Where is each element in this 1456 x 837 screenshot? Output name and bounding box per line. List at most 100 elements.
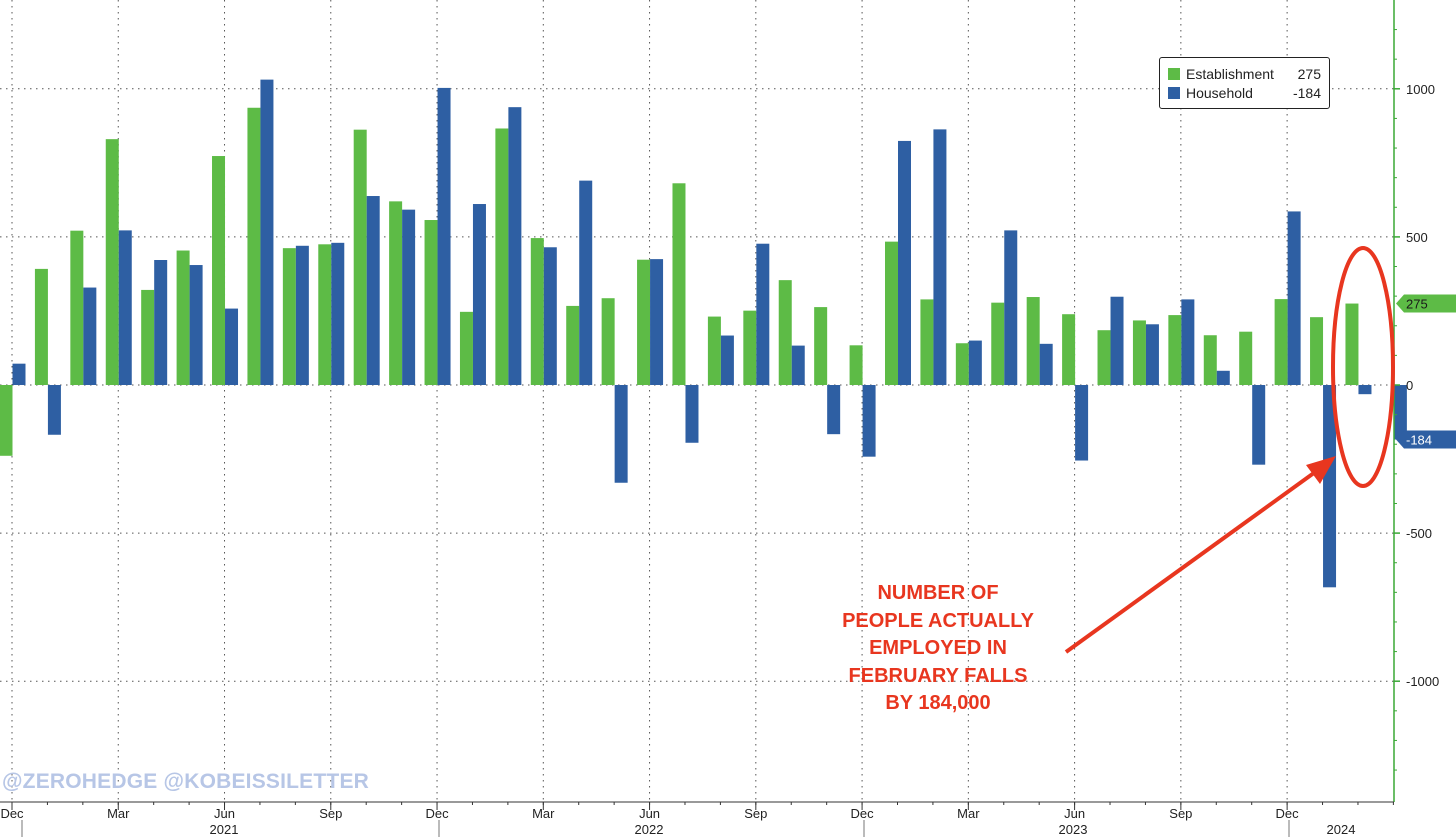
bar-household <box>508 107 522 385</box>
bar-household <box>295 245 309 385</box>
bar-establishment <box>530 238 544 385</box>
legend-label: Household <box>1186 84 1253 101</box>
y-tick-label: 500 <box>1406 230 1428 245</box>
bar-establishment <box>176 250 190 385</box>
y-tick-label: -1000 <box>1406 674 1439 689</box>
bar-household <box>827 385 841 435</box>
x-tick-label: Sep <box>319 806 342 821</box>
bar-establishment <box>1239 331 1253 385</box>
legend-swatch-household <box>1168 86 1180 99</box>
bar-household <box>154 260 168 385</box>
bar-household <box>402 209 416 385</box>
bar-household <box>1287 211 1301 385</box>
bar-establishment <box>601 298 615 385</box>
bar-establishment <box>991 302 1005 385</box>
bar-establishment <box>1097 330 1111 385</box>
last-value-tag <box>1396 430 1456 449</box>
bar-household <box>472 204 486 385</box>
last-value-label: -184 <box>1406 433 1432 448</box>
bar-establishment <box>1310 317 1324 385</box>
bar-establishment <box>707 316 721 385</box>
x-tick-label: Dec <box>1276 806 1300 821</box>
bar-household <box>898 140 911 385</box>
legend-item-establishment: Establishment 275 <box>1168 64 1321 83</box>
year-label: 2024 <box>1327 822 1356 837</box>
bar-household <box>225 308 239 385</box>
legend-value: 275 <box>1297 65 1321 82</box>
y-tick-label: 1000 <box>1406 82 1435 97</box>
bar-establishment <box>0 385 13 456</box>
legend-item-household: Household -184 <box>1168 83 1321 102</box>
bar-establishment <box>849 345 863 385</box>
bar-household <box>1216 370 1230 385</box>
x-tick-label: Dec <box>0 806 24 821</box>
bar-establishment <box>1345 303 1359 385</box>
bar-establishment <box>459 311 473 385</box>
bar-establishment <box>389 201 403 385</box>
y-tick-label: 0 <box>1406 378 1413 393</box>
bar-household <box>331 242 345 385</box>
bar-household <box>862 385 876 457</box>
y-tick-label: -500 <box>1406 526 1432 541</box>
bar-establishment <box>1026 297 1040 385</box>
bar-household <box>968 340 982 385</box>
bar-household <box>1039 343 1053 385</box>
bar-establishment <box>34 268 48 385</box>
bar-establishment <box>424 220 438 385</box>
highlight-ellipse <box>1331 246 1395 488</box>
bar-establishment <box>778 280 792 385</box>
bar-household <box>12 363 26 385</box>
year-label: 2021 <box>210 822 239 837</box>
bar-household <box>791 345 805 385</box>
x-tick-label: Jun <box>1064 806 1085 821</box>
annotation-arrow-head <box>1306 456 1336 484</box>
bar-establishment <box>141 289 155 385</box>
bar-establishment <box>1274 299 1288 385</box>
bar-establishment <box>70 230 84 385</box>
bar-establishment <box>920 299 934 385</box>
bar-household <box>1110 296 1124 385</box>
legend-label: Establishment <box>1186 65 1274 82</box>
bar-household <box>1323 385 1337 588</box>
bar-establishment <box>637 259 651 385</box>
bar-household <box>1075 385 1089 461</box>
x-tick-label: Dec <box>425 806 449 821</box>
x-tick-label: Mar <box>957 806 980 821</box>
bar-establishment <box>282 248 296 385</box>
bar-household <box>1181 299 1195 385</box>
last-value-label: 275 <box>1406 297 1428 312</box>
last-value-tag <box>1396 294 1456 313</box>
annotation-layer <box>1064 246 1395 654</box>
bar-establishment <box>743 310 757 385</box>
bar-household <box>83 287 97 385</box>
x-tick-label: Dec <box>851 806 875 821</box>
annotation-arrow-shaft <box>1064 468 1320 654</box>
bar-household <box>1393 385 1407 440</box>
legend: Establishment 275 Household -184 <box>1159 57 1330 109</box>
legend-swatch-establishment <box>1168 67 1180 80</box>
bar-household <box>579 180 593 385</box>
bar-household <box>1252 385 1266 465</box>
bars-layer <box>0 79 1407 588</box>
bar-household <box>933 129 947 385</box>
bar-household <box>543 247 557 385</box>
bar-establishment <box>672 183 686 385</box>
x-tick-label: Jun <box>639 806 660 821</box>
bar-establishment <box>1203 335 1217 385</box>
bar-household <box>189 265 203 385</box>
bar-household <box>1004 230 1018 385</box>
bar-household <box>614 385 628 483</box>
bar-establishment <box>353 129 367 385</box>
bar-establishment <box>1062 314 1076 385</box>
bar-establishment <box>566 305 580 385</box>
bar-household <box>1145 324 1159 385</box>
bar-establishment <box>247 107 261 385</box>
x-tick-label: Sep <box>744 806 767 821</box>
bar-household <box>366 196 380 385</box>
bar-establishment <box>1168 315 1182 385</box>
bar-household <box>1358 385 1372 395</box>
bar-household <box>720 335 734 385</box>
